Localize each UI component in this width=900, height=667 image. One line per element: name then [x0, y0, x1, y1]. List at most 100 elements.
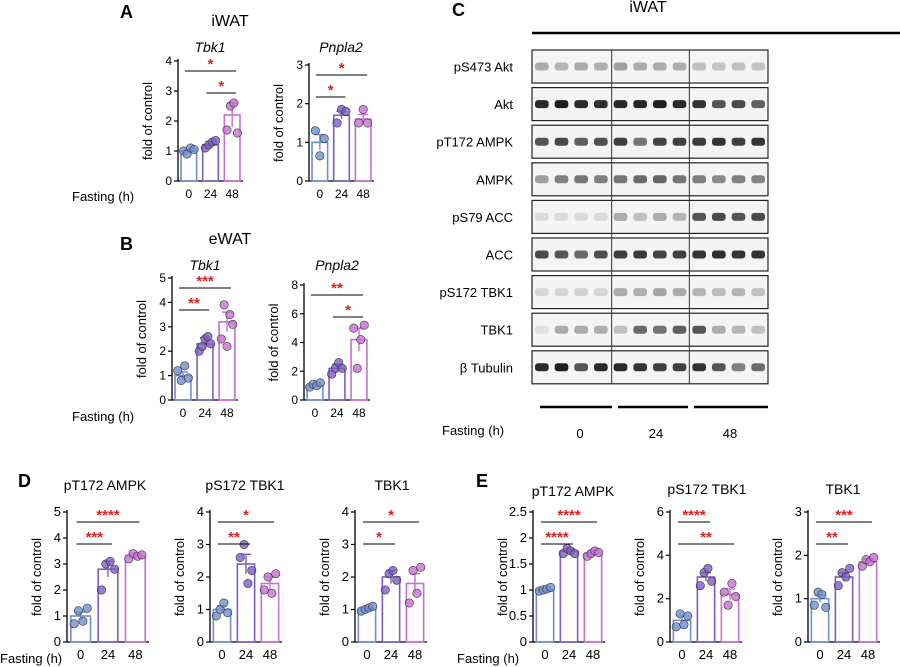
band-label: AMPK — [476, 172, 513, 187]
y-tick-label: 3 — [296, 58, 303, 72]
data-point — [219, 598, 229, 608]
x-tick-label: 48 — [220, 406, 234, 420]
data-point — [356, 335, 366, 345]
data-point — [222, 341, 232, 351]
blot-band — [535, 363, 549, 372]
blot-band — [613, 100, 628, 109]
blot-band — [653, 325, 667, 334]
data-point — [183, 373, 193, 383]
blot-band — [712, 212, 726, 221]
y-tick-label: 2 — [795, 547, 802, 562]
y-tick-label: 2 — [197, 569, 204, 584]
bar — [97, 568, 119, 643]
x-tick-label: 48 — [128, 647, 142, 662]
data-point — [189, 145, 199, 155]
blot-band — [692, 212, 706, 221]
band-label: pS79 ACC — [452, 210, 513, 225]
x-tick-label: 48 — [225, 187, 239, 201]
data-point — [259, 585, 269, 595]
blot-band — [613, 250, 628, 259]
y-tick-label: 4 — [159, 295, 166, 309]
y-tick-label: 3 — [197, 537, 204, 552]
chart-a2: Pnpla2 fold of control 0 1 2 3 0 24 48 * * — [271, 39, 374, 201]
y-axis-label: fold of control — [495, 538, 510, 616]
blot-band — [672, 175, 687, 184]
fasting-label-d: Fasting (h) — [0, 651, 62, 666]
blot-band — [613, 288, 628, 297]
data-point — [368, 601, 378, 611]
y-axis-label: fold of control — [770, 538, 785, 616]
x-tick-label: 24 — [837, 647, 851, 662]
data-point — [310, 126, 320, 136]
blot-band — [712, 325, 726, 334]
sig-label: **** — [96, 507, 120, 524]
blot-band — [594, 212, 608, 221]
y-axis-label: fold of control — [271, 84, 286, 162]
blot-band — [633, 288, 647, 297]
x-tick-label: 0 — [816, 647, 823, 662]
data-point — [723, 600, 733, 610]
blot-band — [653, 137, 667, 146]
blot-band — [712, 137, 726, 146]
blot-row — [531, 237, 769, 272]
data-point — [223, 608, 233, 618]
blot-band — [692, 363, 706, 372]
blot-band — [692, 250, 706, 259]
blot-band — [653, 100, 667, 109]
panel-letter-e: E — [476, 471, 488, 491]
x-tick-label: 24 — [335, 187, 349, 201]
blot-band — [535, 212, 549, 221]
y-tick-label: 8 — [291, 278, 298, 292]
y-tick-label: 1 — [296, 135, 303, 149]
y-tick-label: 0 — [520, 634, 527, 649]
sig-label: ** — [700, 529, 712, 546]
blot-band — [535, 288, 549, 297]
data-point — [232, 128, 242, 138]
y-tick-label: 0 — [197, 634, 204, 649]
section-title-a: iWAT — [211, 13, 249, 30]
y-tick-label: 1 — [795, 591, 802, 606]
bar — [354, 118, 372, 182]
chart-a1: Tbk1 fold of control 0 1 2 3 4 0 24 48 ** — [140, 39, 243, 201]
x-tick-label: 48 — [723, 647, 737, 662]
blot-band — [712, 175, 726, 184]
y-tick-label: 4 — [54, 530, 61, 545]
y-axis-label: fold of control — [140, 82, 155, 160]
blot-band — [751, 175, 765, 184]
x-tick-label: 0 — [77, 647, 84, 662]
chart-title: Tbk1 — [194, 39, 225, 55]
y-tick-label: 0 — [342, 634, 349, 649]
blot-band — [633, 175, 647, 184]
blot-band — [613, 137, 628, 146]
blot-band — [594, 250, 608, 259]
data-point — [69, 619, 79, 629]
y-tick-label: 1 — [342, 602, 349, 617]
y-tick-label: 2 — [165, 114, 172, 128]
data-point — [229, 98, 239, 108]
sig-label: *** — [196, 273, 214, 290]
chart-title: Pnpla2 — [319, 39, 363, 55]
blot-band — [554, 100, 569, 109]
data-point — [341, 106, 351, 116]
blot-band — [594, 288, 608, 297]
y-tick-label: 2 — [342, 569, 349, 584]
x-tick-label: 48 — [861, 647, 875, 662]
blot-band — [574, 175, 588, 184]
y-axis-label: fold of control — [266, 303, 281, 381]
data-point — [380, 585, 390, 595]
y-tick-label: 3 — [159, 320, 166, 334]
data-point — [271, 569, 281, 579]
sig-label: ** — [228, 529, 240, 546]
data-point — [319, 133, 329, 143]
sig-label: **** — [557, 507, 581, 524]
panel-letter-a: A — [120, 2, 133, 22]
x-tick-label: 0 — [678, 647, 685, 662]
x-tick-label: 24 — [101, 647, 115, 662]
panel-letter-c: C — [452, 0, 465, 20]
blot-band — [712, 363, 726, 372]
data-point — [817, 589, 827, 599]
sig-label: *** — [835, 507, 853, 524]
y-tick-label: 1 — [165, 144, 172, 158]
